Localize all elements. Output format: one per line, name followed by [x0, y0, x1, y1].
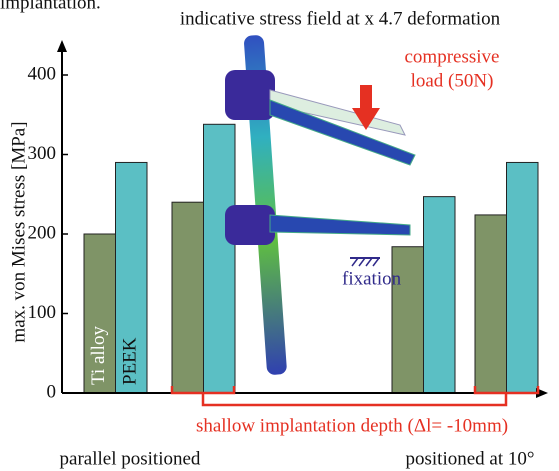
bar — [204, 124, 236, 393]
chart-title: indicative stress field at x 4.7 deforma… — [180, 8, 501, 29]
y-tick-label: 400 — [28, 63, 57, 84]
legend-label: Ti alloy — [88, 326, 109, 385]
y-tick-label: 300 — [28, 143, 57, 164]
legend-label: PEEK — [120, 337, 141, 385]
y-axis-label: max. von Mises stress [MPa] — [8, 121, 29, 342]
bar — [424, 197, 456, 393]
load-label: compressive — [405, 46, 500, 67]
chart: implantation. indicative stress field at… — [0, 0, 559, 471]
load-label: load (50N) — [411, 70, 494, 91]
y-axis-arrow — [57, 40, 67, 52]
bracket-label: shallow implantation depth (Δl= -10mm) — [196, 415, 508, 436]
y-tick-label: 100 — [28, 302, 57, 323]
y-tick-label: 200 — [28, 222, 57, 243]
bar — [507, 162, 539, 393]
group-label: parallel positioned — [60, 448, 201, 469]
header-fragment: implantation. — [0, 0, 101, 13]
implant-illustration — [225, 35, 415, 376]
group-label: positioned at 10° — [406, 448, 535, 469]
fixation-label: fixation — [342, 268, 402, 289]
y-tick-label: 0 — [47, 381, 57, 402]
bar — [475, 215, 507, 393]
bar — [172, 202, 204, 393]
